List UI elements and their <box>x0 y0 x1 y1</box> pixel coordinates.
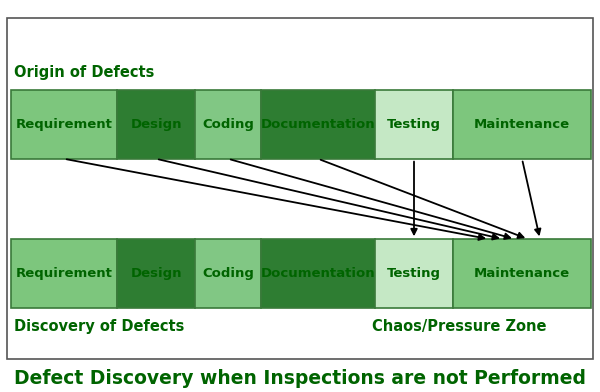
Text: Chaos/Pressure Zone: Chaos/Pressure Zone <box>372 319 547 334</box>
Bar <box>195 90 261 159</box>
Bar <box>375 239 453 308</box>
Text: Documentation: Documentation <box>260 267 376 280</box>
Bar <box>453 239 591 308</box>
Bar <box>117 239 195 308</box>
Text: Requirement: Requirement <box>16 267 112 280</box>
Text: Design: Design <box>130 118 182 131</box>
Text: Design: Design <box>130 267 182 280</box>
Text: Requirement: Requirement <box>16 118 112 131</box>
Bar <box>261 90 375 159</box>
Text: Defect Discovery when Inspections are not Performed: Defect Discovery when Inspections are no… <box>14 369 586 388</box>
Bar <box>11 90 117 159</box>
Bar <box>453 90 591 159</box>
Bar <box>195 239 261 308</box>
Text: Coding: Coding <box>202 118 254 131</box>
Bar <box>375 90 453 159</box>
Text: Origin of Defects: Origin of Defects <box>14 65 154 80</box>
Text: Testing: Testing <box>387 267 441 280</box>
Bar <box>7 18 593 359</box>
Text: Discovery of Defects: Discovery of Defects <box>14 319 184 334</box>
Text: Testing: Testing <box>387 118 441 131</box>
Text: Documentation: Documentation <box>260 118 376 131</box>
Bar <box>117 90 195 159</box>
Text: Coding: Coding <box>202 267 254 280</box>
Bar <box>11 239 117 308</box>
Bar <box>261 239 375 308</box>
Text: Maintenance: Maintenance <box>474 267 570 280</box>
Text: Maintenance: Maintenance <box>474 118 570 131</box>
